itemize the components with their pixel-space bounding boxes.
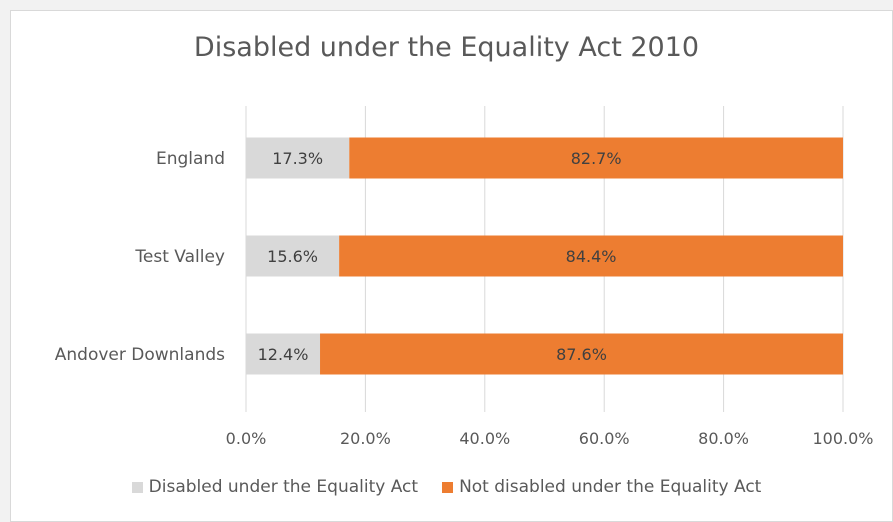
legend-swatch — [131, 481, 143, 493]
legend-label: Disabled under the Equality Act — [148, 477, 419, 497]
legend-item: Disabled under the Equality Act — [131, 477, 419, 497]
data-label: 15.6% — [267, 247, 318, 266]
category-label: Andover Downlands — [55, 345, 225, 365]
x-tick-label: 60.0% — [579, 429, 630, 448]
data-label: 84.4% — [566, 247, 617, 266]
category-label: England — [156, 149, 225, 169]
data-label: 12.4% — [258, 345, 309, 364]
chart-title: Disabled under the Equality Act 2010 — [193, 32, 700, 63]
bar-segment — [349, 137, 843, 179]
x-tick-label: 40.0% — [459, 429, 510, 448]
legend-item: Not disabled under the Equality Act — [442, 477, 761, 497]
bar-segment — [320, 333, 843, 375]
category-label: Test Valley — [134, 247, 225, 267]
data-label: 17.3% — [272, 149, 323, 168]
x-tick-label: 100.0% — [812, 429, 873, 448]
bar-segment — [339, 235, 843, 277]
x-tick-label: 20.0% — [340, 429, 391, 448]
x-tick-label: 80.0% — [698, 429, 749, 448]
x-tick-label: 0.0% — [226, 429, 267, 448]
bar-segment — [246, 235, 340, 277]
bar-segment — [246, 333, 321, 375]
data-label: 87.6% — [556, 345, 607, 364]
data-label: 82.7% — [571, 149, 622, 168]
bar-segment — [246, 137, 350, 179]
legend-swatch — [442, 481, 454, 493]
legend: Disabled under the Equality Act Not disab… — [0, 477, 893, 498]
legend-label: Not disabled under the Equality Act — [459, 477, 762, 497]
